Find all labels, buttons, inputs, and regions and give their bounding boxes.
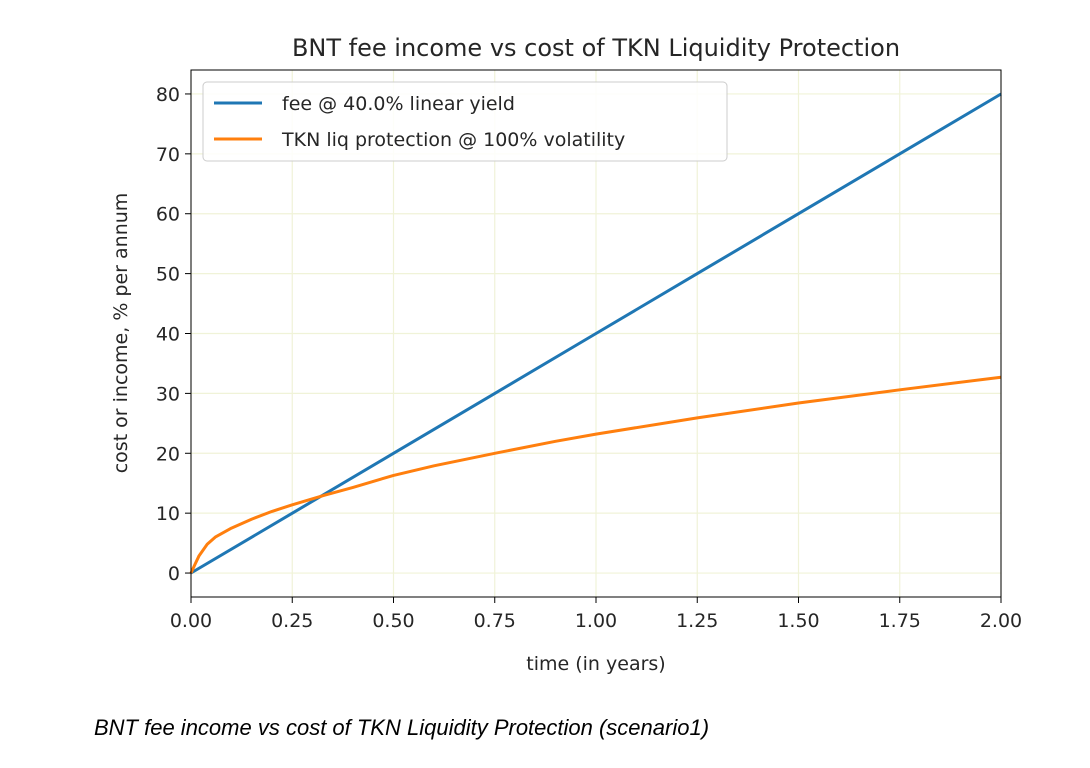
x-tick-label: 0.00 [170, 610, 212, 632]
plot-lines [189, 92, 1002, 575]
y-tick-label: 10 [156, 503, 180, 525]
y-axis-label: cost or income, % per annum [110, 193, 132, 474]
legend: fee @ 40.0% linear yield TKN liq protect… [202, 81, 728, 162]
x-tick-label: 1.00 [575, 610, 617, 632]
y-tick-label: 80 [156, 84, 180, 106]
x-tick-label: 1.75 [879, 610, 921, 632]
x-tick-label: 2.00 [980, 610, 1022, 632]
legend-label-fee: fee @ 40.0% linear yield [282, 93, 515, 115]
y-axis-ticks: 0 10 20 30 40 50 60 70 80 [156, 84, 191, 585]
y-tick-label: 30 [156, 383, 180, 405]
x-tick-label: 0.75 [474, 610, 516, 632]
chart-title: BNT fee income vs cost of TKN Liquidity … [292, 34, 900, 62]
y-tick-label: 20 [156, 443, 180, 465]
x-tick-label: 1.25 [676, 610, 718, 632]
x-tick-label: 0.50 [372, 610, 414, 632]
legend-label-protection: TKN liq protection @ 100% volatility [281, 129, 625, 151]
y-tick-label: 60 [156, 204, 180, 226]
figure-caption: BNT fee income vs cost of TKN Liquidity … [94, 715, 710, 740]
y-tick-label: 50 [156, 264, 180, 286]
series-line-1 [189, 375, 1002, 574]
x-axis-label: time (in years) [526, 653, 665, 675]
y-tick-label: 70 [156, 144, 180, 166]
x-axis-ticks: 0.00 0.25 0.50 0.75 1.00 1.25 1.50 1.75 2.00 [170, 597, 1022, 632]
y-tick-label: 0 [168, 563, 180, 585]
x-tick-label: 1.50 [777, 610, 819, 632]
x-tick-label: 0.25 [271, 610, 313, 632]
y-tick-label: 40 [156, 324, 180, 346]
chart: 0.00 0.25 0.50 0.75 1.00 1.25 1.50 1.75 2.00 0 10… [110, 34, 1022, 675]
legend-box [202, 81, 728, 162]
series-line-0 [190, 92, 1002, 575]
